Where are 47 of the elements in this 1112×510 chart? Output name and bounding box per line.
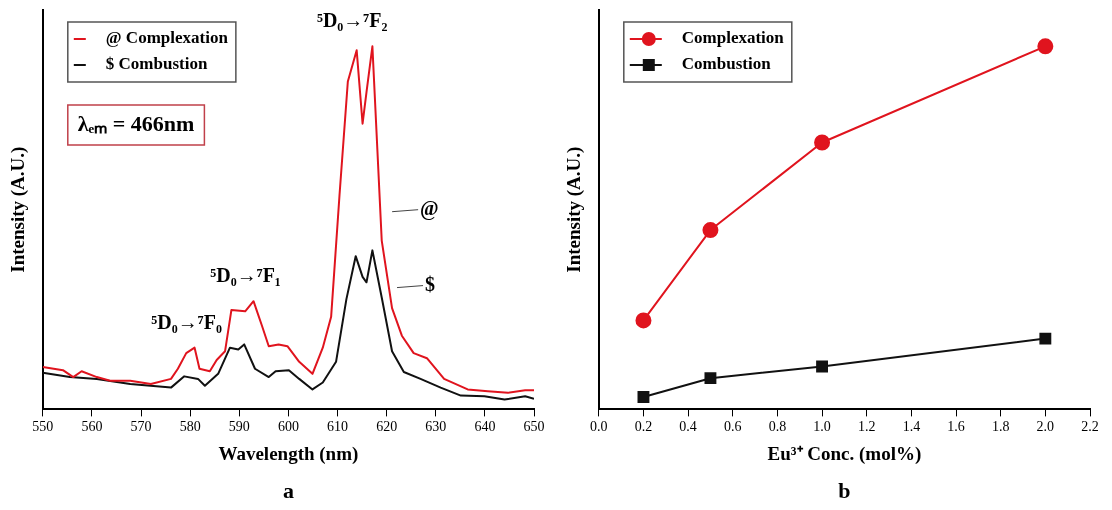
x-tick-label: 2.2 <box>1081 419 1099 435</box>
x-tick-label: 560 <box>81 419 103 435</box>
x-tick-label: 550 <box>32 419 54 435</box>
point <box>1039 332 1052 345</box>
point <box>637 391 650 404</box>
x-tick-label: 1.2 <box>857 419 876 435</box>
y-axis-title: Intensity (A.U.) <box>7 146 30 273</box>
legend-label: $ Combustion <box>105 54 208 74</box>
x-tick-label: 650 <box>523 419 545 435</box>
x-tick-label: 0.6 <box>724 419 742 435</box>
legend-label: Complexation <box>681 28 785 48</box>
text: b <box>838 477 851 503</box>
x-tick-label: 0.8 <box>768 419 787 435</box>
annotation: @ <box>420 196 439 220</box>
annotation: ⁵D₀→⁷F₀ <box>151 310 222 333</box>
point <box>704 372 717 385</box>
x-axis-title: Eu³⁺ Conc. (mol%) <box>767 442 922 465</box>
point <box>702 222 719 239</box>
x-tick-label: 610 <box>327 419 349 435</box>
x-tick-label: 1.6 <box>947 419 965 435</box>
point <box>814 134 831 151</box>
legend-label: Combustion <box>681 54 772 74</box>
annotation: $ <box>425 272 436 295</box>
point <box>816 360 829 373</box>
legend-label: @ Complexation <box>105 28 229 48</box>
x-tick-label: 1.8 <box>991 419 1010 435</box>
x-tick-label: 600 <box>277 419 299 435</box>
x-tick-label: 620 <box>376 419 398 435</box>
x-tick-label: 640 <box>474 419 496 435</box>
x-tick-label: 590 <box>228 419 250 435</box>
x-tick-label: 0.4 <box>679 419 697 435</box>
x-axis-title: Wavelength (nm) <box>218 442 359 465</box>
x-tick-label: 1.0 <box>813 419 831 435</box>
y-axis-title: Intensity (A.U.) <box>563 146 586 273</box>
text: a <box>282 477 294 503</box>
annotation: λₑₘ = 466nm <box>77 110 195 136</box>
x-tick-label: 0.0 <box>590 419 608 435</box>
point <box>635 312 652 329</box>
x-tick-label: 630 <box>425 419 447 435</box>
x-tick-label: 570 <box>130 419 152 435</box>
x-tick-label: 0.2 <box>634 419 653 435</box>
annotation: ⁵D₀→⁷F₁ <box>210 264 281 287</box>
point <box>1037 38 1054 55</box>
x-tick-label: 580 <box>179 419 201 435</box>
x-tick-label: 1.4 <box>902 419 921 435</box>
text: ⁵D₀→⁷F₂ <box>316 9 388 32</box>
x-tick-label: 2.0 <box>1036 419 1055 435</box>
